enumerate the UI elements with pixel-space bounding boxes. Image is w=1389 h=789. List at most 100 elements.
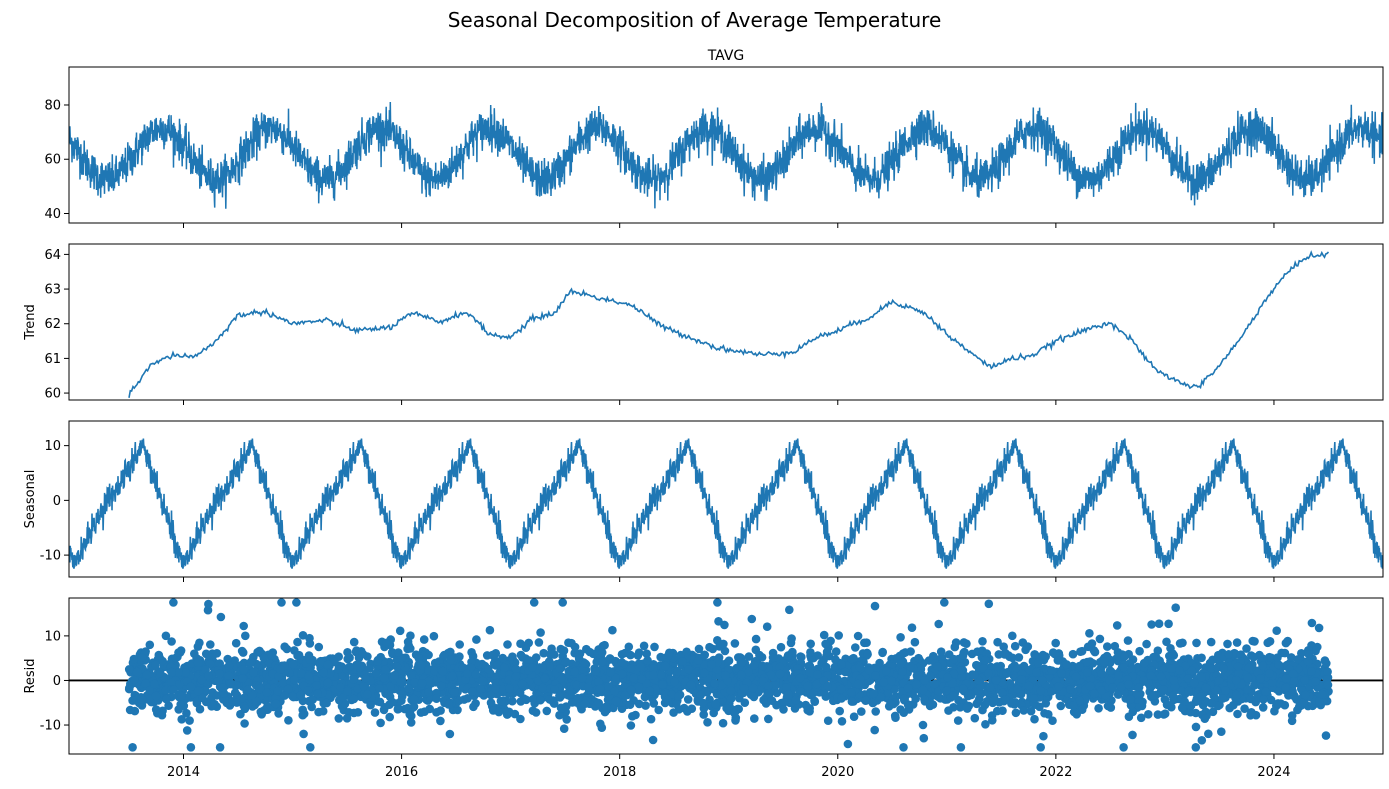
resid-point bbox=[182, 708, 191, 718]
resid-point bbox=[871, 671, 880, 680]
resid-point bbox=[956, 743, 966, 752]
resid-point bbox=[306, 743, 315, 752]
resid-point bbox=[801, 700, 810, 710]
resid-point bbox=[610, 686, 619, 696]
resid-point bbox=[352, 660, 362, 670]
resid-point bbox=[538, 663, 547, 673]
resid-point bbox=[1103, 701, 1113, 711]
resid-point bbox=[203, 605, 213, 615]
resid-point bbox=[259, 653, 269, 663]
resid-point bbox=[764, 714, 773, 724]
resid-point bbox=[870, 601, 880, 611]
resid-point bbox=[141, 679, 150, 688]
resid-point bbox=[1240, 704, 1249, 713]
resid-point bbox=[639, 641, 649, 651]
resid-point bbox=[1258, 703, 1268, 712]
resid-point bbox=[484, 664, 493, 674]
resid-point bbox=[626, 685, 636, 695]
resid-point bbox=[718, 718, 728, 728]
resid-point bbox=[334, 714, 344, 723]
resid-point bbox=[871, 707, 880, 716]
resid-point bbox=[1180, 697, 1189, 706]
resid-point bbox=[933, 662, 942, 671]
resid-point bbox=[688, 673, 697, 682]
resid-point bbox=[907, 623, 917, 632]
resid-point bbox=[890, 685, 899, 694]
resid-point bbox=[521, 695, 531, 705]
resid-point bbox=[498, 653, 508, 663]
resid-point bbox=[388, 697, 397, 707]
resid-point bbox=[1304, 649, 1313, 659]
resid-point bbox=[371, 669, 381, 678]
resid-point bbox=[534, 638, 544, 647]
resid-point bbox=[376, 718, 385, 728]
resid-point bbox=[164, 701, 173, 710]
resid-point bbox=[1017, 675, 1026, 684]
resid-point bbox=[864, 666, 874, 675]
resid-point bbox=[831, 655, 840, 664]
resid-point bbox=[620, 690, 630, 700]
resid-point bbox=[485, 625, 495, 635]
resid-point bbox=[379, 673, 389, 683]
resid-point bbox=[993, 637, 1002, 647]
resid-point bbox=[256, 707, 266, 717]
resid-point bbox=[472, 635, 481, 644]
resid-point bbox=[297, 669, 306, 678]
resid-point bbox=[204, 599, 213, 609]
resid-point bbox=[823, 716, 833, 725]
resid-point bbox=[779, 698, 789, 707]
resid-point bbox=[672, 699, 681, 709]
resid-point bbox=[1013, 684, 1022, 694]
resid-point bbox=[1287, 716, 1297, 726]
resid-point bbox=[594, 677, 603, 687]
resid-point bbox=[197, 675, 207, 685]
resid-point bbox=[1293, 705, 1302, 715]
resid-point bbox=[1204, 729, 1213, 739]
resid-point bbox=[280, 642, 290, 651]
resid-point bbox=[1281, 683, 1290, 692]
resid-point bbox=[1047, 666, 1057, 675]
resid-point bbox=[962, 639, 971, 648]
resid-point bbox=[906, 647, 915, 656]
resid-point bbox=[1066, 685, 1075, 694]
resid-point bbox=[694, 644, 704, 654]
resid-point bbox=[918, 720, 928, 730]
resid-point bbox=[1085, 681, 1095, 691]
resid-point bbox=[855, 662, 864, 672]
resid-point bbox=[1250, 681, 1259, 690]
resid-point bbox=[660, 698, 670, 708]
resid-point bbox=[981, 720, 990, 729]
resid-point bbox=[1219, 664, 1228, 674]
resid-point bbox=[984, 669, 993, 678]
resid-point bbox=[926, 671, 935, 681]
resid-point bbox=[151, 705, 161, 714]
y-tick-label: -10 bbox=[40, 549, 61, 564]
resid-point bbox=[585, 647, 595, 657]
resid-point bbox=[707, 659, 716, 669]
resid-point bbox=[943, 673, 952, 682]
resid-point bbox=[926, 698, 935, 708]
resid-point bbox=[318, 706, 328, 716]
resid-point bbox=[169, 598, 178, 607]
resid-point bbox=[646, 714, 656, 724]
resid-point bbox=[755, 650, 764, 660]
figure-title: Seasonal Decomposition of Average Temper… bbox=[447, 8, 942, 32]
resid-point bbox=[1288, 686, 1297, 696]
resid-point bbox=[1036, 743, 1045, 752]
resid-point bbox=[394, 648, 403, 657]
resid-point bbox=[751, 634, 761, 644]
resid-point bbox=[417, 660, 426, 670]
resid-point bbox=[1119, 743, 1128, 752]
resid-point bbox=[988, 716, 997, 725]
resid-point bbox=[562, 715, 571, 724]
resid-point bbox=[1166, 644, 1175, 653]
resid-point bbox=[584, 682, 593, 692]
resid-point bbox=[981, 655, 990, 665]
resid-point bbox=[771, 681, 780, 690]
resid-point bbox=[486, 690, 496, 700]
resid-point bbox=[145, 686, 154, 695]
resid-point bbox=[1001, 695, 1010, 704]
resid-point bbox=[1201, 683, 1211, 693]
resid-point bbox=[262, 688, 272, 697]
y-tick-label: -10 bbox=[40, 719, 61, 734]
